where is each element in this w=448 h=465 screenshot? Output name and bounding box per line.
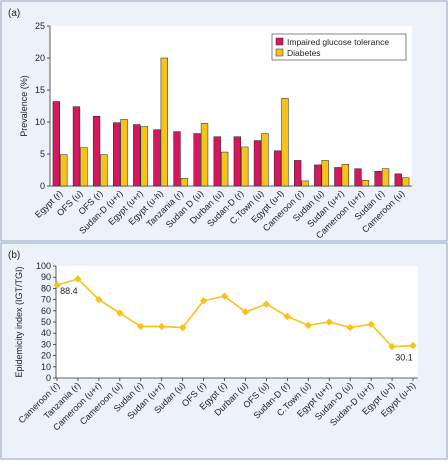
y-tick-label: 0	[40, 181, 45, 191]
y-tick-label: 10	[35, 117, 45, 127]
series-line	[56, 278, 414, 348]
data-point	[178, 323, 187, 332]
panel-b-plot-area	[56, 266, 418, 378]
y-tick-label: 20	[41, 351, 51, 361]
bar-diabetes	[120, 119, 128, 187]
bar-igt	[334, 167, 342, 187]
data-point	[325, 318, 334, 326]
bar-diabetes	[341, 163, 349, 187]
bar-igt	[253, 140, 262, 187]
bar-igt	[52, 101, 61, 187]
data-point	[241, 308, 250, 316]
data-point	[136, 322, 145, 331]
y-tick-label: 100	[36, 261, 51, 271]
panel-a-label: (a)	[8, 8, 20, 19]
bar-igt	[314, 164, 322, 187]
data-point	[53, 281, 61, 289]
data-point	[262, 300, 271, 308]
legend-label: Diabetes	[287, 48, 321, 58]
panel-b-frame	[0, 242, 448, 460]
bar-diabetes	[361, 179, 370, 187]
y-tick-label: 50	[41, 317, 51, 327]
data-point	[283, 312, 292, 321]
panel-a-frame	[0, 0, 448, 242]
bar-diabetes	[261, 133, 269, 187]
bar-diabetes	[100, 154, 108, 187]
data-point	[116, 309, 124, 317]
bar-igt	[153, 129, 161, 187]
y-tick-label: 10	[41, 362, 51, 372]
data-point	[95, 295, 103, 304]
y-tick-label: 60	[41, 306, 51, 316]
y-tick-label: 5	[40, 149, 45, 159]
data-point	[346, 323, 354, 332]
legend-box	[271, 33, 407, 61]
y-axis-title: Epidemicity index (IGT/TGI)	[14, 266, 24, 377]
bar-diabetes	[321, 160, 329, 187]
bar-igt	[273, 150, 282, 187]
y-tick-label: 15	[35, 85, 45, 95]
bar-igt	[113, 122, 121, 187]
data-point	[367, 320, 375, 329]
y-tick-label: 90	[41, 272, 51, 282]
bar-igt	[213, 136, 221, 187]
y-tick-label: 20	[35, 53, 45, 63]
y-tick-label: 70	[41, 295, 51, 305]
bar-igt	[394, 173, 402, 187]
bar-diabetes	[381, 168, 390, 187]
data-point	[220, 292, 229, 301]
data-point	[157, 322, 166, 331]
bar-igt	[193, 133, 201, 187]
bar-diabetes	[200, 123, 209, 187]
bar-igt	[354, 168, 362, 187]
y-axis-title: Prevalence (%)	[19, 75, 29, 137]
y-tick-label: 0	[46, 373, 51, 383]
bar-igt	[294, 160, 302, 187]
bar-diabetes	[80, 147, 88, 187]
bar-igt	[173, 131, 181, 187]
bar-igt	[374, 171, 382, 187]
panel-b-label: (b)	[8, 250, 20, 261]
data-point	[388, 342, 396, 351]
legend-label: Impaired glucose tolerance	[287, 37, 389, 47]
data-point	[304, 321, 313, 330]
data-point	[74, 275, 82, 283]
bar-diabetes	[180, 178, 189, 187]
y-tick-label: 40	[41, 328, 51, 338]
bar-diabetes	[160, 57, 168, 187]
data-point	[409, 341, 417, 350]
y-tick-label: 25	[35, 21, 45, 31]
bar-diabetes	[220, 151, 229, 187]
y-tick-label: 30	[41, 339, 51, 349]
bar-diabetes	[401, 177, 410, 187]
legend-swatch	[275, 48, 284, 57]
bar-diabetes	[60, 154, 68, 187]
data-point	[199, 296, 208, 305]
bar-diabetes	[140, 126, 148, 187]
bar-igt	[72, 106, 81, 187]
y-tick-label: 80	[41, 283, 51, 293]
bar-diabetes	[281, 98, 289, 187]
bar-igt	[233, 136, 242, 187]
data-label: 30.1	[395, 353, 413, 363]
bar-diabetes	[241, 146, 249, 187]
legend-swatch	[275, 37, 284, 46]
bar-diabetes	[301, 180, 309, 187]
bar-igt	[133, 124, 141, 187]
bar-igt	[92, 115, 101, 187]
data-label: 88.4	[60, 286, 78, 296]
